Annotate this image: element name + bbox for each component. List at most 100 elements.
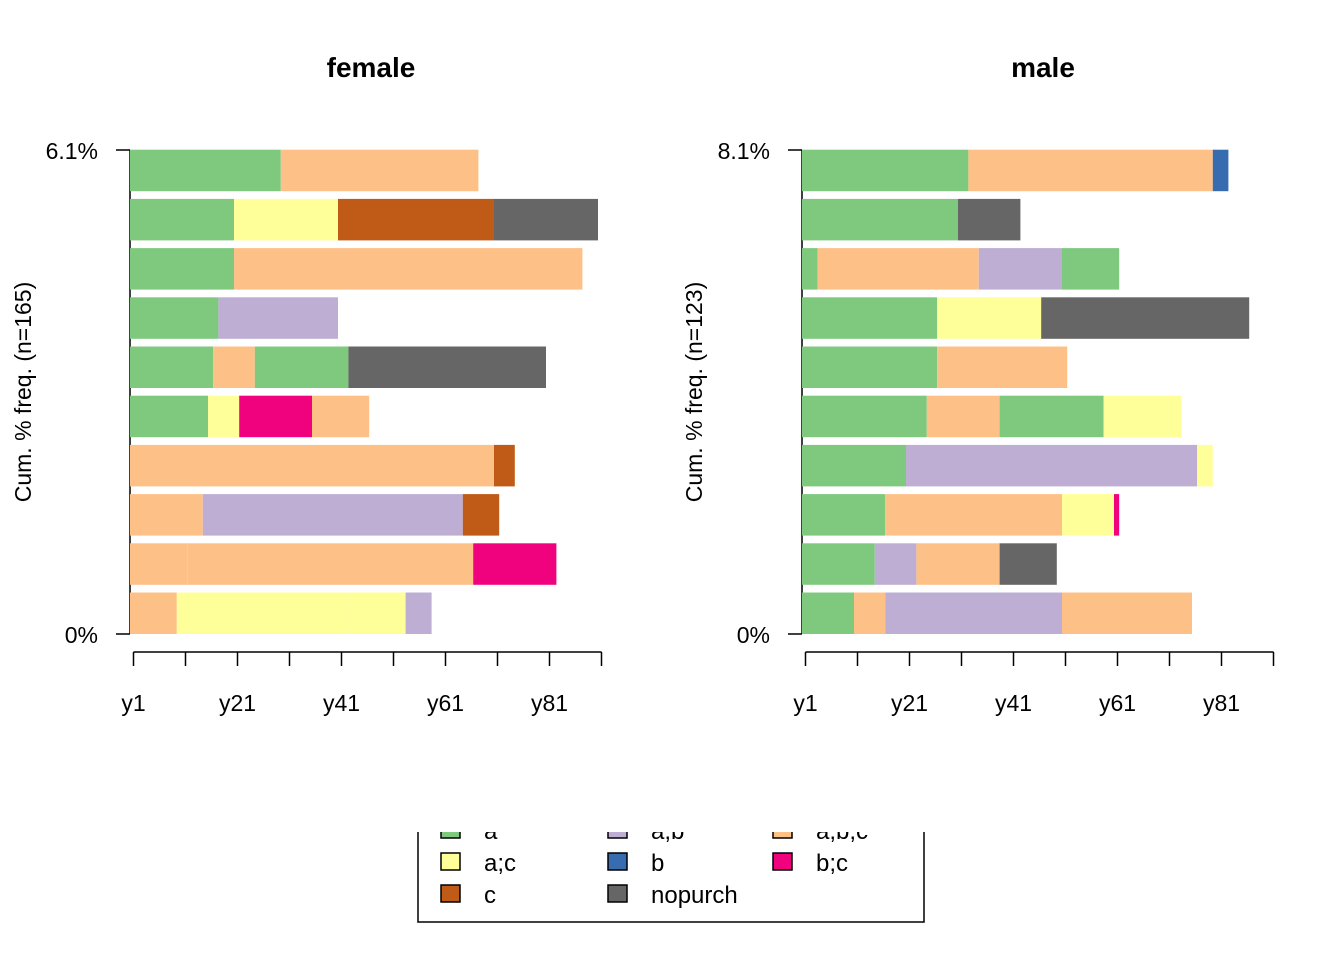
bar-segment-a bbox=[254, 346, 349, 388]
legend-label: b bbox=[651, 850, 664, 877]
x-tick-label: y21 bbox=[219, 690, 256, 716]
bar-segment-a-b-c bbox=[130, 444, 208, 487]
y-tick-label: 0% bbox=[737, 622, 770, 648]
bar-segment-a bbox=[130, 248, 234, 290]
legend-swatch bbox=[607, 852, 628, 871]
y-tick-label: 6.1% bbox=[46, 138, 98, 164]
bar-segment-a-b bbox=[202, 494, 463, 536]
bar-segment-a-b-c bbox=[208, 444, 494, 487]
bar-segment-a-b-c bbox=[130, 592, 177, 634]
bar-segment-a bbox=[130, 395, 208, 438]
x-tick-label: y61 bbox=[427, 690, 464, 716]
x-tick-label: y41 bbox=[995, 690, 1032, 716]
x-tick-label: y81 bbox=[1203, 690, 1240, 716]
legend-swatch bbox=[440, 832, 461, 839]
bar-segment-nopurch bbox=[958, 198, 1021, 241]
bar-segment-a-b-c bbox=[234, 248, 583, 290]
bar-segment-a-b-c bbox=[926, 395, 1000, 438]
bar-segment-a-b bbox=[978, 248, 1062, 290]
bar-segment-nopurch bbox=[1041, 297, 1250, 339]
legend-body: a a;c c a;b b nopurch a;b;c b;c bbox=[440, 818, 868, 909]
bar-segment-a-b-c bbox=[130, 494, 203, 536]
bar-segment-a-b-c bbox=[280, 149, 479, 192]
bar-segment-a bbox=[130, 198, 234, 241]
panel-title: male bbox=[1011, 52, 1075, 83]
panel-male: male Cum. % freq. (n=123) 0% 8.1% y1 y21 y41 y6… bbox=[681, 52, 1275, 716]
y-tick-label: 0% bbox=[65, 622, 98, 648]
bar-segment-a-c bbox=[208, 395, 240, 438]
bar-segment-a-b-c bbox=[187, 543, 474, 585]
bar-segment-a bbox=[802, 494, 886, 536]
x-tick-label: y21 bbox=[891, 690, 928, 716]
x-tick-label: y1 bbox=[793, 690, 817, 716]
bar-segment-a-c bbox=[234, 592, 349, 634]
bar-segment-a-b-c bbox=[130, 543, 188, 585]
x-tick-label: y81 bbox=[531, 690, 568, 716]
bar-segment-a-c bbox=[1197, 444, 1213, 487]
bar-segment-a bbox=[130, 346, 214, 388]
bar-segment-a bbox=[802, 297, 938, 339]
bar-segment-b-c bbox=[1114, 494, 1120, 536]
y-axis-label: Cum. % freq. (n=123) bbox=[681, 282, 707, 503]
bar-segment-a bbox=[999, 395, 1104, 438]
bar-segment-a-b-c bbox=[885, 494, 1062, 536]
legend: a a;c c a;b b nopurch a;b;c b;c bbox=[417, 818, 925, 923]
bar-segment-a-b-c bbox=[854, 592, 886, 634]
bar-segment-a bbox=[802, 149, 969, 192]
bar-segment-a bbox=[130, 149, 281, 192]
bar-segment-a-b-c bbox=[937, 346, 1068, 388]
bar-segment-a bbox=[802, 346, 938, 388]
legend-label: a;b;c bbox=[816, 818, 868, 845]
bar-segment-a-b-c bbox=[312, 395, 370, 438]
bar-segment-a-c bbox=[1103, 395, 1182, 438]
y-tick-label: 8.1% bbox=[718, 138, 770, 164]
legend-label: nopurch bbox=[651, 882, 738, 909]
bar-segment-a-b bbox=[906, 444, 1198, 487]
bar-segment-nopurch bbox=[999, 543, 1057, 585]
legend-label: b;c bbox=[816, 850, 848, 877]
bar-segment-a-b bbox=[405, 592, 432, 634]
legend-label: c bbox=[484, 882, 496, 909]
x-tick-label: y61 bbox=[1099, 690, 1136, 716]
bar-segment-c bbox=[462, 494, 500, 536]
legend-swatch bbox=[772, 832, 793, 839]
bar-segment-a bbox=[802, 543, 875, 585]
bar-segment-nopurch bbox=[348, 346, 546, 388]
legend-swatch bbox=[607, 832, 628, 839]
bar-segment-a-b-c bbox=[968, 149, 1213, 192]
bar-segment-b bbox=[1212, 149, 1229, 192]
panel-title: female bbox=[327, 52, 416, 83]
bar-segment-a bbox=[802, 444, 906, 487]
bar-segment-a-b-c bbox=[817, 248, 979, 290]
bar-segment-a bbox=[802, 248, 818, 290]
legend-swatch bbox=[440, 852, 461, 871]
legend-swatch bbox=[440, 884, 461, 903]
bar-segment-a-c bbox=[348, 592, 406, 634]
bar-segment-a bbox=[802, 198, 958, 241]
x-tick-label: y41 bbox=[323, 690, 360, 716]
legend-label: a;c bbox=[484, 850, 516, 877]
bar-segment-c bbox=[494, 444, 515, 487]
bar-segment-a bbox=[130, 297, 219, 339]
legend-frame bbox=[417, 832, 925, 923]
panel-female: female Cum. % freq. (n=165) 0% 6.1% y1 y21 y41… bbox=[10, 52, 603, 716]
bar-segment-a bbox=[802, 395, 927, 438]
bar-segment-a-c bbox=[176, 592, 234, 634]
y-axis-label: Cum. % freq. (n=165) bbox=[10, 282, 36, 503]
bar-segment-a-b-c bbox=[916, 543, 1000, 585]
bar-segment-a-c bbox=[234, 198, 338, 241]
legend-label: a;b bbox=[651, 818, 684, 845]
legend-swatch bbox=[607, 884, 628, 903]
legend-swatch bbox=[772, 852, 793, 871]
bar-segment-b-c bbox=[473, 543, 557, 585]
bar-segment-a bbox=[802, 592, 854, 634]
bar-segment-a-c bbox=[937, 297, 1042, 339]
bar-segment-a-c bbox=[1062, 494, 1114, 536]
bar-segment-a bbox=[1062, 248, 1120, 290]
bar-segment-b-c bbox=[239, 395, 312, 438]
legend-label: a bbox=[484, 818, 498, 845]
bar-segment-c bbox=[338, 198, 494, 241]
bar-segment-nopurch bbox=[494, 198, 598, 241]
bar-segment-a-b-c bbox=[213, 346, 255, 388]
